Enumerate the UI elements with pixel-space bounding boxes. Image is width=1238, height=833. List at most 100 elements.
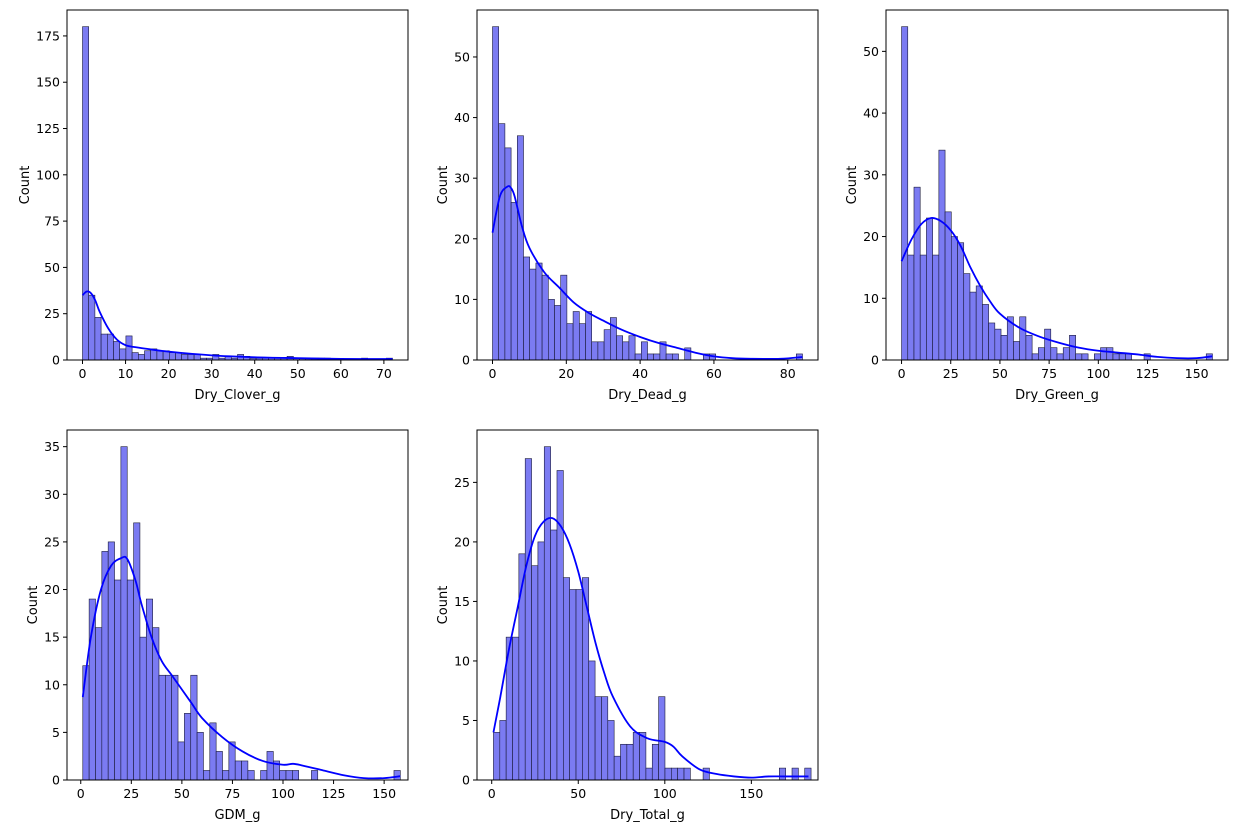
histogram-bar [1100,347,1108,361]
x-tick-label: 100 [1086,366,1110,381]
histogram-bar [222,770,230,781]
histogram-bar [512,636,520,781]
x-tick-label: 50 [570,786,586,801]
histogram-bar [651,743,659,781]
y-tick-label: 20 [44,582,60,597]
histogram-bar [547,299,555,361]
histogram-panel-5: 0 50 100 150 0 5 10 15 20 25 Dry_Total_g Count [436,429,819,823]
histogram-bar [926,217,933,361]
y-tick-label: 10 [454,653,470,668]
histogram-bar [543,446,551,781]
histogram-bar [950,236,958,361]
y-tick-label: 35 [44,439,60,454]
histogram-bar [645,767,653,781]
y-axis-label: Count [18,166,33,205]
histogram-bar [632,732,640,781]
y-tick-label: 50 [863,44,879,59]
histogram-bar [203,770,211,781]
histogram-bar [1112,353,1120,361]
x-tick-label: 0 [77,786,85,801]
histogram-bar [524,458,532,781]
histogram-panel-2: 0 20 40 60 80 0 10 20 30 40 50 Dry_Dead_g Count [436,9,819,403]
histogram-bar [560,274,568,361]
y-tick-label: 75 [44,214,60,229]
kde-curve [900,217,1213,360]
histogram-bar [1125,353,1132,361]
histogram-bar [975,285,983,361]
y-tick-label: 5 [462,713,470,728]
y-tick-label: 20 [863,229,879,244]
y-tick-label: 0 [871,353,879,368]
x-tick-label: 25 [123,786,139,801]
histogram-bar [597,341,605,361]
histogram-bar [944,211,952,361]
x-tick-label: 40 [632,366,648,381]
x-tick-label: 60 [706,366,722,381]
histogram-bar [499,720,507,781]
histogram-bar [653,353,661,361]
histogram-bar [556,470,564,781]
kde-curve [491,185,803,360]
histogram-bar [639,732,647,781]
histogram-bar [988,322,996,361]
histogram-panel-3: 0 25 50 75 100 125 150 0 10 20 30 40 50 Dry_Green_g Co… [845,9,1229,403]
histogram-bar [671,353,679,361]
y-tick-label: 40 [454,110,470,125]
x-tick-label: 25 [943,366,959,381]
histogram-bar [187,354,195,361]
histogram-bar [572,311,580,361]
y-tick-label: 10 [863,291,879,306]
histogram-bar [907,254,915,361]
histogram-bar [963,273,971,361]
histogram-bar [228,741,236,781]
histogram-bar [177,741,185,781]
histogram-bar [516,135,524,361]
histogram-bar [94,317,102,361]
y-tick-label: 150 [36,75,60,90]
histogram-bar [957,242,965,361]
histogram-bar [626,743,634,781]
histogram-bar [156,350,164,361]
x-tick-label: 0 [489,366,497,381]
y-tick-label: 0 [52,773,60,788]
histogram-bar [658,696,666,781]
x-tick-label: 125 [1136,366,1160,381]
histogram-bar [932,254,940,361]
histogram-bar [1081,353,1089,361]
axes-frame [885,9,1229,361]
histogram-bar [1025,335,1033,361]
histogram-bar [613,755,621,781]
y-axis-label: Count [436,586,451,625]
y-tick-label: 25 [454,475,470,490]
x-tick-label: 30 [204,366,220,381]
y-tick-label: 100 [36,167,60,182]
histogram-bar [311,770,319,781]
histogram-bar [620,743,628,781]
y-tick-label: 30 [454,171,470,186]
axes-frame [66,429,409,781]
x-tick-label: 75 [1041,366,1057,381]
histogram-bar [1075,353,1083,361]
histogram-bar [1062,347,1070,361]
histogram-bar [131,352,139,361]
axes-frame [476,429,819,781]
histogram-bar [144,350,151,361]
histogram-bar [279,770,287,781]
histogram-bar [1013,341,1020,361]
y-tick-label: 10 [454,292,470,307]
histogram-bar [537,541,545,781]
histogram-bar [107,333,114,361]
kde-curve [81,555,401,780]
histogram-bar [120,446,128,781]
y-tick-label: 30 [863,167,879,182]
histogram-bar [607,720,615,781]
y-tick-label: 175 [36,28,60,43]
x-tick-label: 70 [376,366,392,381]
histogram-bar [114,579,122,781]
histogram-bar [181,354,189,361]
histogram-bar [88,294,96,361]
histogram-bar [578,323,586,361]
axes-frame [66,9,409,361]
histogram-bar [585,311,592,361]
x-tick-label: 0 [488,786,496,801]
